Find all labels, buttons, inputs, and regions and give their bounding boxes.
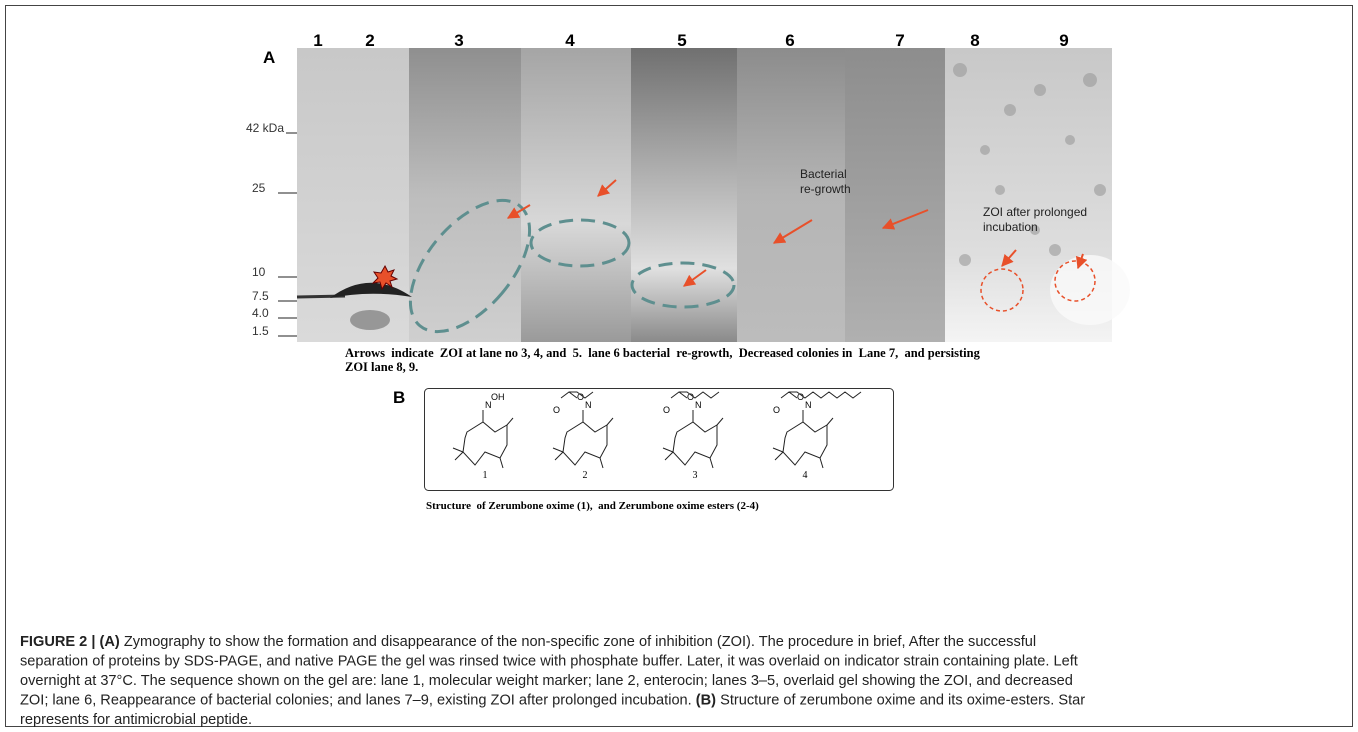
atom-label: O: [553, 405, 560, 415]
lane-number: 6: [785, 31, 794, 50]
atom-label: O: [773, 405, 780, 415]
lane-number: 4: [565, 31, 575, 50]
marker-label: 10: [252, 265, 266, 279]
caption-text: overnight at 37°C. The sequence shown on…: [20, 673, 1073, 689]
lane-number: 9: [1059, 31, 1068, 50]
marker-label: 42 kDa: [246, 121, 284, 135]
panel-caption: Structure of Zerumbone oxime (1), and Ze…: [426, 500, 759, 512]
marker-label: 4.0: [252, 306, 269, 320]
molecule-bonds: [772, 410, 834, 469]
structure-number: 3: [693, 470, 698, 481]
annotation: Bacterial: [800, 167, 847, 181]
gel: [296, 48, 1130, 342]
caption-line: overnight at 37°C. The sequence shown on…: [20, 673, 1073, 689]
atom-label: O: [577, 392, 584, 402]
caption-text: ZOI; lane 6, Reappearance of bacterial c…: [20, 693, 696, 709]
caption-text: separation of proteins by SDS-PAGE, and …: [20, 654, 1078, 670]
figure-border: [5, 5, 1353, 727]
annotation: re-growth: [800, 182, 851, 196]
lane-number: 1: [313, 31, 322, 50]
molecule-bonds: [662, 410, 724, 469]
atom-label: OH: [491, 392, 505, 402]
panel-caption: Arrows indicate ZOI at lane no 3, 4, and…: [345, 346, 981, 360]
caption-text: FIGURE 2 | (A): [20, 634, 120, 650]
marker-label: 1.5: [252, 324, 269, 338]
caption-line: represents for antimicrobial peptide.: [20, 712, 252, 728]
panel-caption: ZOI lane 8, 9.: [345, 360, 418, 374]
atom-label: N: [585, 400, 592, 410]
structure-number: 4: [803, 470, 808, 481]
caption-text: Zymography to show the formation and dis…: [120, 634, 1036, 650]
ester-chain: [670, 391, 720, 399]
lane-number: 2: [365, 31, 374, 50]
caption-line: FIGURE 2 | (A) Zymography to show the fo…: [20, 634, 1036, 650]
ester-chain: [780, 391, 862, 399]
caption-line: separation of proteins by SDS-PAGE, and …: [20, 654, 1078, 670]
atom-label: O: [687, 392, 694, 402]
caption-text: Structure of zerumbone oxime and its oxi…: [716, 693, 1085, 709]
atom-label: O: [797, 392, 804, 402]
caption-text: represents for antimicrobial peptide.: [20, 712, 252, 728]
structures-box: [424, 388, 894, 491]
molecule-bonds: [452, 410, 514, 469]
annotation: incubation: [983, 220, 1038, 234]
lane-number: 3: [454, 31, 463, 50]
structure-number: 1: [483, 470, 488, 481]
atom-label: N: [485, 400, 492, 410]
caption-text: (B): [696, 693, 716, 709]
annotation: ZOI after prolonged: [983, 205, 1087, 219]
marker-label: 7.5: [252, 289, 269, 303]
atom-label: N: [695, 400, 702, 410]
caption-line: ZOI; lane 6, Reappearance of bacterial c…: [20, 693, 1085, 709]
panel-label: B: [393, 388, 405, 407]
lane-number: 5: [677, 31, 686, 50]
lane-number: 7: [895, 31, 904, 50]
marker-label: 25: [252, 181, 266, 195]
atom-label: N: [805, 400, 812, 410]
structure-number: 2: [583, 470, 588, 481]
atom-label: O: [663, 405, 670, 415]
panel-label: A: [263, 48, 275, 67]
ester-chain: [560, 391, 594, 399]
molecule-bonds: [552, 410, 614, 469]
lane-number: 8: [970, 31, 979, 50]
